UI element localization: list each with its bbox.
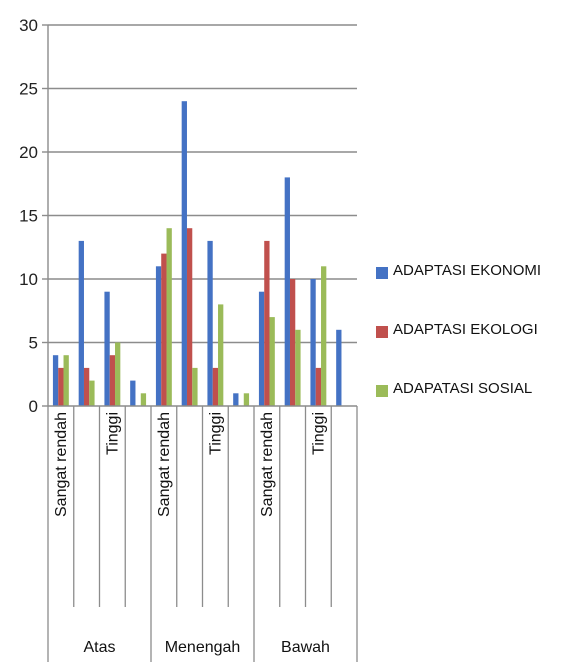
y-tick-label: 0 <box>29 397 38 416</box>
gridlines <box>42 24 357 407</box>
legend: ADAPTASI EKONOMI ADAPTASI EKOLOGI ADAPAT… <box>376 262 572 439</box>
bar <box>264 240 270 406</box>
bar <box>218 304 224 406</box>
group-labels: Atas Menengah Bawah <box>83 639 329 656</box>
y-tick-label: 15 <box>19 207 38 226</box>
bar <box>233 393 239 406</box>
y-tick-label: 5 <box>29 334 38 353</box>
group-label: Menengah <box>165 639 241 656</box>
bar <box>310 279 316 406</box>
category-label: Sangat rendah <box>259 412 276 517</box>
bar <box>130 380 136 406</box>
legend-swatch-sosial <box>376 385 388 397</box>
legend-label-ekologi: ADAPTASI EKOLOGI <box>393 321 538 338</box>
bar <box>186 228 193 406</box>
bar <box>192 367 198 406</box>
group-label: Atas <box>83 639 115 656</box>
bar <box>78 240 84 406</box>
bar <box>63 355 69 406</box>
bar <box>269 317 275 406</box>
axes <box>47 25 358 662</box>
bar <box>207 240 213 406</box>
legend-item-ekonomi: ADAPTASI EKONOMI <box>376 262 572 284</box>
legend-item-ekologi: ADAPTASI EKOLOGI <box>376 321 572 343</box>
bar <box>336 329 342 406</box>
category-label: Tinggi <box>207 412 224 455</box>
bar <box>258 291 265 406</box>
bar <box>315 367 322 406</box>
bar <box>58 367 64 406</box>
bar <box>181 101 187 406</box>
legend-label-sosial: ADAPATASI SOSIAL <box>393 380 533 397</box>
legend-swatch-ekonomi <box>376 267 388 279</box>
bar <box>83 367 90 406</box>
bar <box>161 253 167 406</box>
bar <box>321 266 327 406</box>
bar <box>295 329 301 406</box>
bar <box>243 393 250 406</box>
group-label: Bawah <box>281 639 330 656</box>
bar <box>115 342 121 406</box>
category-label: Sangat rendah <box>53 412 70 517</box>
y-tick-label: 30 <box>19 16 38 35</box>
bar <box>140 393 147 406</box>
bar <box>289 279 296 406</box>
legend-label-ekonomi: ADAPTASI EKONOMI <box>393 262 542 279</box>
category-label: Sangat rendah <box>156 412 173 517</box>
bar <box>284 177 290 406</box>
legend-item-sosial: ADAPATASI SOSIAL <box>376 380 572 402</box>
category-label: Tinggi <box>104 412 121 455</box>
category-label: Tinggi <box>310 412 327 455</box>
bar <box>52 355 59 406</box>
y-tick-label: 10 <box>19 270 38 289</box>
y-axis-ticks: 0 5 10 15 20 25 30 <box>19 16 38 416</box>
bar <box>166 228 172 406</box>
category-labels: Sangat rendah Tinggi Sangat rendah Tinggi Sa… <box>53 412 328 517</box>
bar <box>89 380 95 406</box>
y-tick-label: 20 <box>19 143 38 162</box>
bar <box>109 355 116 406</box>
bar <box>212 367 219 406</box>
bar <box>104 291 110 406</box>
bars <box>52 101 342 406</box>
y-tick-label: 25 <box>19 80 38 99</box>
legend-swatch-ekologi <box>376 326 388 338</box>
bar <box>155 266 162 406</box>
